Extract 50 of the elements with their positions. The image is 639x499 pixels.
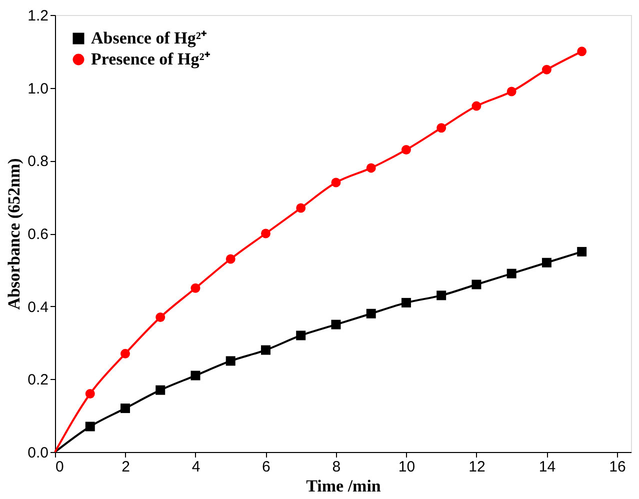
x-tick-label: 8: [332, 458, 341, 476]
point: [436, 290, 446, 300]
y-tick-label: 1.2: [28, 8, 48, 24]
point: [436, 123, 446, 133]
point: [156, 312, 166, 322]
y-tick-label: 0.4: [28, 298, 48, 316]
point: [85, 389, 95, 398]
point: [190, 283, 200, 293]
point: [577, 46, 587, 56]
point: [401, 145, 411, 154]
point: [85, 422, 95, 432]
y-tick-label: 0.6: [28, 226, 48, 243]
point: [226, 254, 236, 264]
x-axis-title: Time /min: [306, 476, 382, 496]
point: [190, 370, 200, 380]
point: [120, 348, 130, 358]
point: [577, 246, 587, 256]
x-tick-label: 14: [538, 458, 556, 476]
point: [542, 258, 552, 268]
point: [472, 101, 482, 111]
legend-label: Absence of Hg²⁺: [91, 28, 207, 48]
y-tick-label: 0.2: [28, 372, 48, 389]
point: [331, 320, 341, 330]
x-tick-label: 12: [468, 458, 486, 476]
x-tick-label: 6: [262, 458, 270, 476]
y-tick-label: 1.0: [28, 80, 48, 98]
legend-label: Presence of Hg²⁺: [91, 50, 210, 68]
x-tick-label: 0: [56, 458, 64, 476]
x-tick-label: 10: [398, 458, 416, 476]
point: [401, 298, 411, 308]
y-tick-label: 0.8: [28, 153, 48, 170]
x-tick-label: 16: [609, 458, 626, 476]
point: [506, 86, 516, 96]
point: [296, 203, 306, 213]
point: [331, 178, 341, 188]
point: [296, 330, 306, 340]
point: [542, 64, 552, 74]
y-axis-title: Absorbance (652nm): [4, 158, 24, 310]
point: [506, 268, 516, 278]
point: [226, 356, 236, 366]
x-tick-label: 4: [192, 458, 200, 476]
point: [366, 163, 376, 173]
point: [120, 404, 130, 414]
point: [156, 385, 166, 395]
point: [260, 228, 270, 238]
y-tick-label: 0.0: [28, 444, 48, 462]
point: [472, 280, 482, 290]
point: [366, 308, 376, 318]
point: [260, 345, 270, 355]
x-tick-label: 2: [122, 458, 130, 476]
